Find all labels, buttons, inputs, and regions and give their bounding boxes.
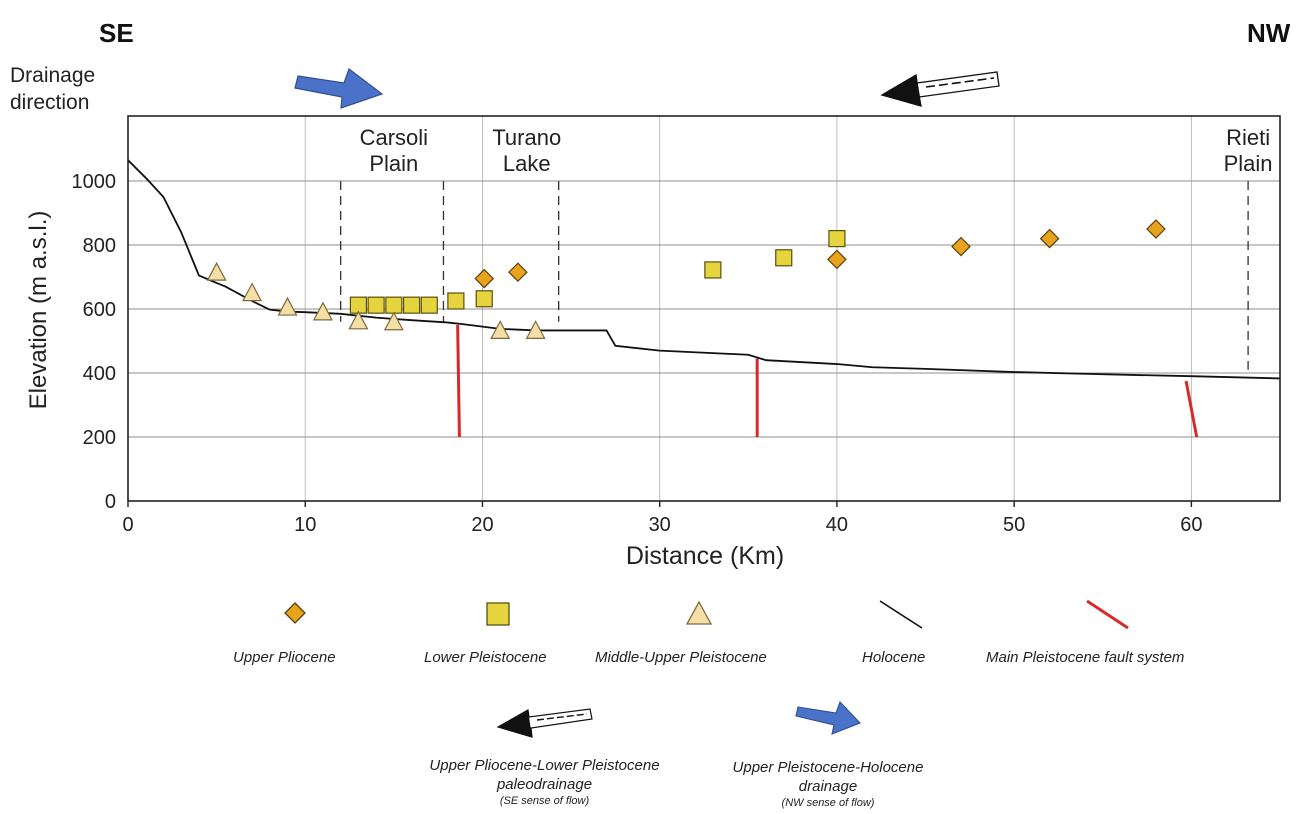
se-paleodrainage-arrow [880, 71, 1000, 107]
legend-middle-upper-pleistocene-icon [685, 600, 713, 625]
lower-pleistocene-point [420, 296, 438, 314]
legend-fault-label: Main Pleistocene fault system [986, 649, 1185, 666]
place-label: Carsoli [360, 125, 428, 150]
lower-pleistocene-point [367, 296, 385, 314]
y-axis-label: Elevation (m a.s.l.) [25, 211, 52, 410]
legend-middle-upper-pleistocene-label: Middle-Upper Pleistocene [595, 649, 767, 666]
drainage-direction-label: Drainage direction [10, 62, 95, 116]
upper-pliocene-point [474, 268, 495, 289]
y-tick-label: 400 [83, 363, 116, 385]
place-label: Lake [503, 151, 551, 176]
drainage-line-1: Upper Pleistocene-Holocene [732, 759, 924, 776]
lower-pleistocene-point [828, 230, 846, 248]
drainage-line-2: drainage [798, 778, 858, 795]
upper-pliocene-point [827, 249, 847, 270]
nw-drainage-arrow [294, 68, 384, 109]
middle-upper-pleistocene-point [312, 301, 333, 321]
x-axis-label: Distance (Km) [626, 542, 784, 570]
middle-upper-pleistocene-point [490, 320, 511, 339]
y-tick-label: 800 [83, 235, 116, 257]
y-tick-label: 1000 [72, 171, 117, 193]
middle-upper-pleistocene-point [206, 261, 227, 281]
legend-fault-icon [1086, 599, 1129, 630]
legend-holocene-label: Holocene [862, 649, 926, 666]
y-tick-label: 600 [83, 299, 116, 321]
legend-upper-pliocene-icon [284, 602, 306, 624]
legend-lower-pleistocene-icon [486, 602, 510, 626]
nw-direction-label: NW [1247, 18, 1291, 48]
se-direction-label: SE [99, 18, 134, 48]
legend-drainage-text: Upper Pleistocene-Holocene drainage (NW … [708, 758, 948, 810]
upper-pliocene-point [508, 262, 528, 283]
paleodrainage-line-1: Upper Pliocene-Lower Pleistocene [429, 757, 660, 774]
legend-upper-pliocene-label: Upper Pliocene [233, 649, 336, 666]
drainage-sub: (NW sense of flow) [781, 797, 875, 809]
fault-line [1184, 380, 1199, 438]
x-tick-label: 60 [1180, 514, 1202, 536]
x-tick-label: 0 [122, 514, 133, 536]
middle-upper-pleistocene-point [277, 296, 298, 316]
x-tick-label: 20 [471, 514, 493, 536]
lower-pleistocene-point [704, 261, 722, 279]
upper-pliocene-point [1039, 228, 1060, 249]
upper-pliocene-point [1146, 219, 1166, 239]
blue-arrow-icon [294, 68, 384, 109]
middle-upper-pleistocene-point [242, 282, 263, 302]
x-tick-label: 50 [1003, 514, 1025, 536]
holocene-profile-line [127, 159, 1281, 380]
lower-pleistocene-point [402, 296, 421, 314]
lower-pleistocene-point [775, 249, 793, 267]
legend-paleodrainage-text: Upper Pliocene-Lower Pleistocene paleodr… [402, 756, 687, 808]
middle-upper-pleistocene-point [348, 310, 369, 330]
legend-drainage-arrow-icon [795, 700, 861, 735]
y-tick-label: 0 [105, 491, 116, 513]
x-tick-label: 30 [649, 514, 671, 536]
middle-upper-pleistocene-point [525, 320, 546, 339]
drainage-label-line-2: direction [10, 91, 90, 114]
middle-upper-pleistocene-point [383, 311, 404, 331]
legend-holocene-icon [879, 600, 923, 629]
fault-line [456, 324, 461, 438]
legend-paleodrainage-arrow-icon [496, 708, 593, 738]
plot-frame [127, 115, 1281, 502]
y-tick-label: 200 [83, 427, 116, 449]
lower-pleistocene-point [475, 290, 493, 308]
lower-pleistocene-point [447, 292, 465, 310]
x-tick-label: 10 [294, 514, 316, 536]
paleodrainage-sub: (SE sense of flow) [499, 795, 590, 807]
drainage-label-line-1: Drainage [10, 64, 96, 87]
place-label: Plain [369, 151, 418, 176]
x-tick-label: 40 [826, 514, 848, 536]
place-label: Plain [1224, 151, 1273, 176]
lower-pleistocene-point [385, 296, 403, 314]
upper-pliocene-point [951, 236, 971, 257]
paleodrainage-line-2: paleodrainage [496, 776, 593, 793]
legend-lower-pleistocene-label: Lower Pleistocene [424, 649, 547, 666]
place-label: Rieti [1226, 125, 1270, 150]
place-label: Turano [492, 125, 561, 150]
